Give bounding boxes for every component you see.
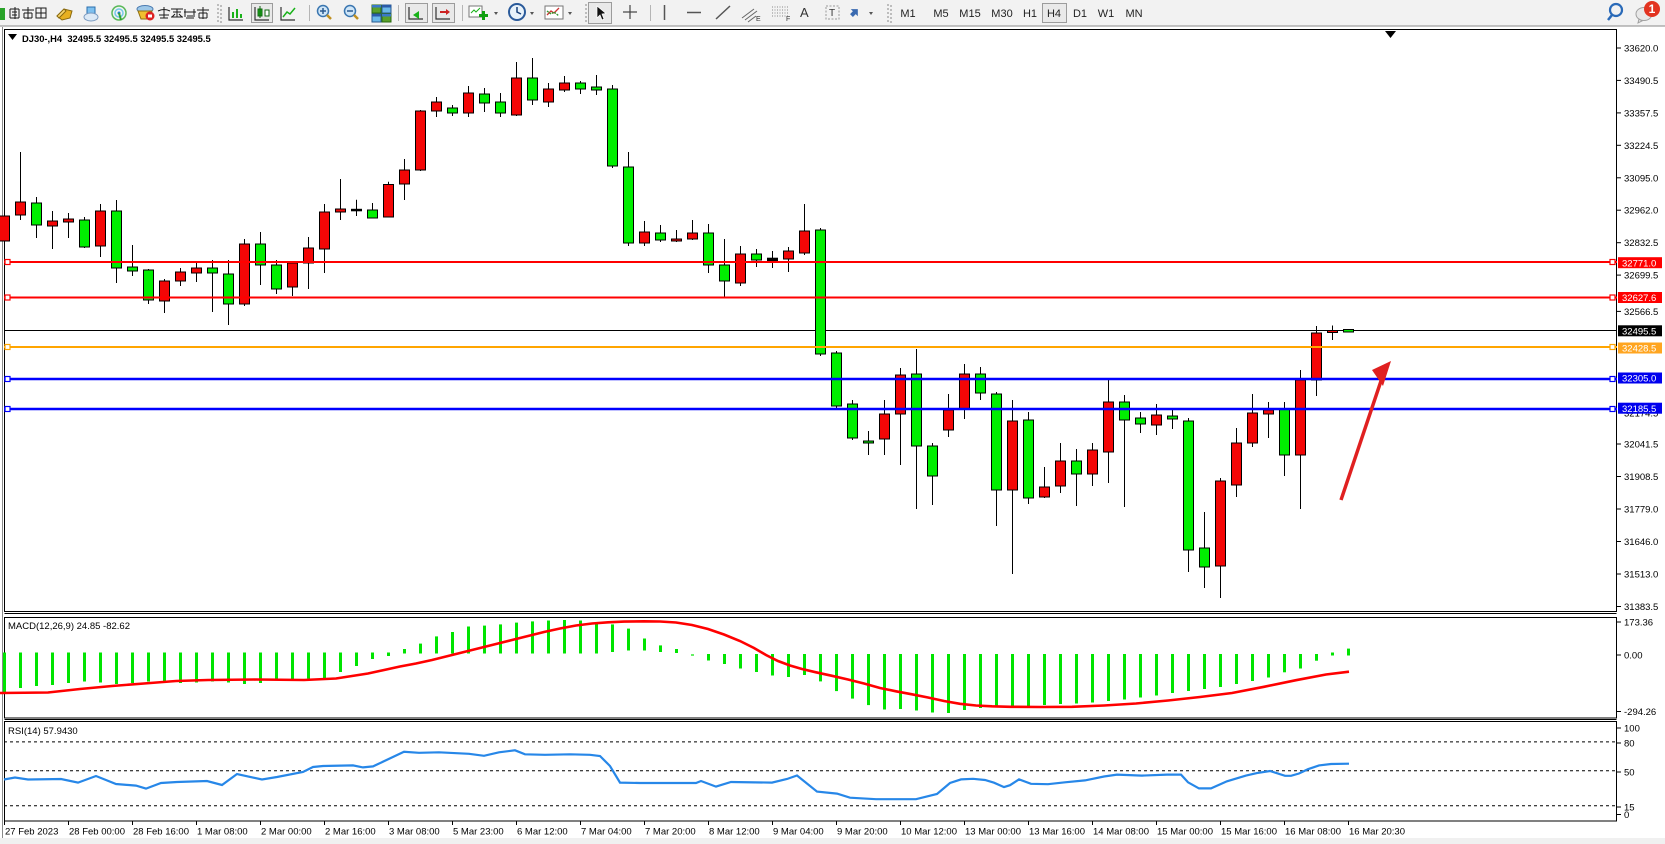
svg-text:16 Mar 08:00: 16 Mar 08:00 [1285,826,1341,837]
svg-text:W1: W1 [1098,8,1115,20]
svg-text:7 Mar 04:00: 7 Mar 04:00 [581,826,632,837]
svg-text:32305.0: 32305.0 [1622,374,1656,385]
svg-text:32495.5: 32495.5 [1622,326,1656,337]
svg-text:33490.5: 33490.5 [1624,76,1658,87]
svg-text:H4: H4 [1047,8,1061,20]
svg-text:32185.5: 32185.5 [1622,404,1656,415]
svg-text:M5: M5 [933,8,948,20]
svg-text:14 Mar 08:00: 14 Mar 08:00 [1093,826,1149,837]
svg-text:9 Mar 04:00: 9 Mar 04:00 [773,826,824,837]
svg-text:1 Mar 08:00: 1 Mar 08:00 [197,826,248,837]
svg-text:32566.5: 32566.5 [1624,307,1658,318]
svg-text:28 Feb 16:00: 28 Feb 16:00 [133,826,189,837]
svg-text:10 Mar 12:00: 10 Mar 12:00 [901,826,957,837]
svg-text:D1: D1 [1073,8,1087,20]
svg-text:1: 1 [1649,2,1656,16]
svg-text:32428.5: 32428.5 [1622,344,1656,355]
svg-text:A: A [800,5,809,20]
svg-text:50: 50 [1624,768,1635,779]
svg-text:32041.5: 32041.5 [1624,440,1658,451]
svg-text:32174.5: 32174.5 [1624,409,1658,420]
svg-text:15 Mar 00:00: 15 Mar 00:00 [1157,826,1213,837]
svg-text:31383.5: 31383.5 [1624,602,1658,613]
svg-text:6 Mar 12:00: 6 Mar 12:00 [517,826,568,837]
svg-text:33620.0: 33620.0 [1624,44,1658,55]
svg-text:28 Feb 00:00: 28 Feb 00:00 [69,826,125,837]
svg-text:3 Mar 08:00: 3 Mar 08:00 [389,826,440,837]
svg-text:0.00: 0.00 [1624,651,1643,662]
svg-text:5 Mar 23:00: 5 Mar 23:00 [453,826,504,837]
svg-text:31779.0: 31779.0 [1624,505,1658,516]
svg-text:80: 80 [1624,739,1635,750]
svg-text:RSI(14) 57.9430: RSI(14) 57.9430 [8,726,78,737]
svg-text:32832.5: 32832.5 [1624,238,1658,249]
svg-text:31646.0: 31646.0 [1624,537,1658,548]
svg-text:MN: MN [1125,8,1142,20]
svg-text:MACD(12,26,9) 24.85 -82.62: MACD(12,26,9) 24.85 -82.62 [8,621,130,632]
svg-text:T: T [829,8,835,19]
svg-text:0: 0 [1624,810,1629,821]
svg-text:15: 15 [1624,803,1635,814]
svg-text:2 Mar 16:00: 2 Mar 16:00 [325,826,376,837]
svg-text:M30: M30 [991,8,1012,20]
svg-text:33224.5: 33224.5 [1624,141,1658,152]
svg-text:DJ30-,H4 32495.5 32495.5 3249: DJ30-,H4 32495.5 32495.5 32495.5 32495.5 [22,33,211,44]
svg-text:173.36: 173.36 [1624,618,1653,629]
svg-text:2 Mar 00:00: 2 Mar 00:00 [261,826,312,837]
svg-text:M1: M1 [900,8,915,20]
svg-text:31908.5: 31908.5 [1624,472,1658,483]
svg-text:32771.0: 32771.0 [1622,258,1656,269]
svg-text:32962.0: 32962.0 [1624,206,1658,217]
svg-text:15 Mar 16:00: 15 Mar 16:00 [1221,826,1277,837]
svg-text:M15: M15 [959,8,980,20]
svg-text:H1: H1 [1023,8,1037,20]
svg-text:32699.5: 32699.5 [1624,271,1658,282]
svg-text:33357.5: 33357.5 [1624,108,1658,119]
svg-text:33095.0: 33095.0 [1624,173,1658,184]
svg-text:-294.26: -294.26 [1624,707,1656,718]
svg-text:32627.6: 32627.6 [1622,293,1656,304]
svg-text:7 Mar 20:00: 7 Mar 20:00 [645,826,696,837]
svg-text:F: F [786,16,790,23]
svg-text:8 Mar 12:00: 8 Mar 12:00 [709,826,760,837]
svg-text:31513.0: 31513.0 [1624,570,1658,581]
svg-text:E: E [756,16,761,23]
svg-text:13 Mar 00:00: 13 Mar 00:00 [965,826,1021,837]
svg-text:9 Mar 20:00: 9 Mar 20:00 [837,826,888,837]
svg-text:27 Feb 2023: 27 Feb 2023 [5,826,58,837]
svg-text:100: 100 [1624,724,1640,735]
svg-text:13 Mar 16:00: 13 Mar 16:00 [1029,826,1085,837]
svg-text:16 Mar 20:30: 16 Mar 20:30 [1349,826,1405,837]
